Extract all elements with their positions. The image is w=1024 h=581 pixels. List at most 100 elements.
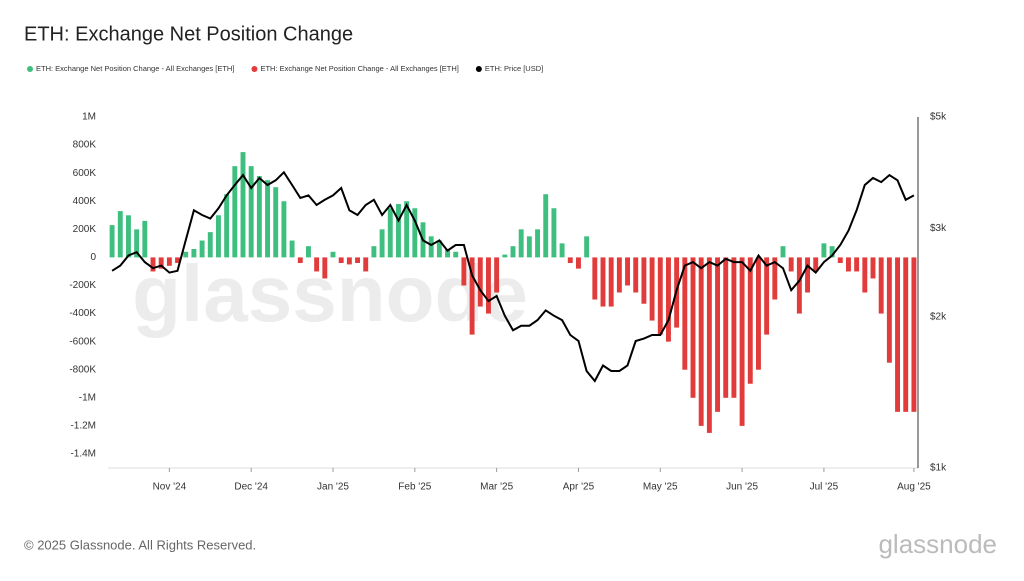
- bar: [346, 257, 352, 265]
- x-tick-label: Jan '25: [317, 482, 349, 493]
- bar: [584, 236, 590, 258]
- bar: [297, 257, 303, 264]
- legend-label: ETH: Price [USD]: [485, 64, 543, 73]
- bar: [518, 229, 524, 258]
- bar: [486, 257, 491, 314]
- bar: [355, 257, 360, 264]
- bar: [142, 220, 148, 258]
- bar: [191, 248, 197, 258]
- bar: [126, 215, 131, 258]
- bar: [616, 257, 622, 293]
- x-tick-label: Aug '25: [897, 482, 931, 493]
- bar: [461, 257, 467, 286]
- y-tick-label: -800K: [69, 364, 96, 375]
- bar: [805, 257, 810, 293]
- x-tick-label: Mar '25: [480, 482, 513, 493]
- x-tick-label: Dec '24: [234, 482, 268, 493]
- bar: [567, 257, 573, 264]
- y2-tick-label: $2k: [930, 311, 947, 322]
- bar: [829, 246, 835, 258]
- bar: [837, 257, 843, 264]
- bar: [494, 257, 500, 293]
- bar: [706, 257, 712, 433]
- bar: [412, 208, 418, 258]
- bar: [387, 208, 393, 258]
- bar: [306, 246, 311, 258]
- y-tick-label: -200K: [69, 280, 96, 291]
- bar: [109, 225, 115, 258]
- bar: [657, 257, 663, 335]
- y-tick-label: 0: [90, 252, 96, 263]
- bar: [166, 257, 172, 266]
- bar: [756, 257, 761, 370]
- y-tick-label: 600K: [73, 168, 97, 179]
- bar: [428, 236, 434, 258]
- bar: [199, 240, 205, 258]
- bar: [477, 257, 483, 307]
- bar: [240, 152, 246, 258]
- price-line: [111, 170, 915, 383]
- bar: [314, 257, 320, 272]
- bar: [175, 257, 180, 264]
- y-tick-label: -400K: [69, 308, 96, 319]
- bar: [265, 180, 270, 258]
- bar: [559, 243, 565, 258]
- bar: [453, 251, 459, 258]
- bar: [813, 257, 819, 272]
- bar: [535, 229, 540, 258]
- y-tick-label: -1.2M: [70, 421, 96, 432]
- y-tick-label: -1M: [79, 392, 96, 403]
- bar: [895, 257, 900, 412]
- y2-tick-label: $5k: [930, 112, 947, 123]
- bar: [870, 257, 876, 279]
- bar: [821, 243, 827, 258]
- y2-tick-label: $3k: [930, 223, 947, 234]
- bar: [698, 257, 704, 426]
- bar: [747, 257, 753, 384]
- bar: [289, 240, 295, 258]
- legend-label: ETH: Exchange Net Position Change - All …: [36, 64, 234, 73]
- logo: glassnode: [878, 529, 997, 559]
- bar: [625, 257, 630, 286]
- legend-marker: [27, 66, 33, 72]
- bar: [666, 257, 671, 342]
- legend-marker: [475, 66, 482, 72]
- x-tick-label: Apr '25: [563, 482, 595, 493]
- bar: [469, 257, 475, 335]
- chart-title: ETH: Exchange Net Position Change: [24, 23, 353, 45]
- bar: [723, 257, 729, 398]
- bar: [682, 257, 688, 370]
- y-tick-label: 1M: [82, 112, 96, 123]
- bar: [436, 240, 442, 258]
- bar: [396, 204, 401, 258]
- bar: [862, 257, 868, 293]
- bar: [903, 257, 909, 412]
- bar: [600, 257, 606, 307]
- bar: [363, 257, 369, 272]
- bar: [117, 211, 123, 258]
- bar: [150, 257, 156, 272]
- bar: [878, 257, 884, 314]
- bar: [445, 248, 450, 258]
- y-tick-label: 800K: [73, 140, 97, 151]
- bar: [715, 257, 720, 412]
- bar: [739, 257, 745, 426]
- y-tick-label: 200K: [73, 224, 97, 235]
- y-tick-label: -1.4M: [70, 449, 96, 460]
- bar: [886, 257, 892, 363]
- bar: [592, 257, 598, 300]
- bar: [158, 257, 164, 269]
- x-tick-label: Jun '25: [726, 482, 758, 493]
- bar: [690, 257, 696, 398]
- x-tick-label: Nov '24: [153, 482, 187, 493]
- bar: [371, 246, 377, 258]
- bar: [256, 175, 262, 258]
- bar: [854, 257, 860, 272]
- bar: [379, 229, 385, 258]
- bar: [273, 187, 279, 258]
- bar: [633, 257, 639, 293]
- legend-label: ETH: Exchange Net Position Change - All …: [260, 64, 458, 73]
- bar: [338, 257, 344, 264]
- bar: [502, 254, 508, 258]
